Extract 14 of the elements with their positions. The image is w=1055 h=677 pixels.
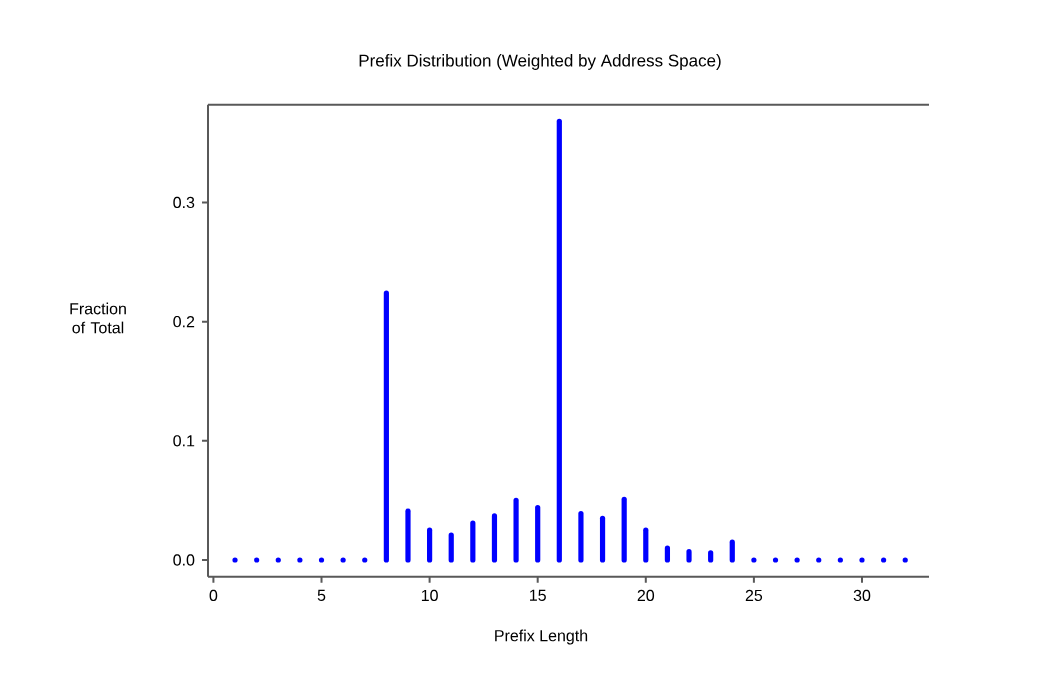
y-tick-label: 0.1 xyxy=(173,435,195,447)
x-tick-label: 20 xyxy=(637,589,655,602)
y-axis-title: Fraction of Total xyxy=(70,302,126,334)
y-tick-label: 0.2 xyxy=(173,315,195,328)
x-tick-label: 0 xyxy=(209,589,218,602)
x-tick-label: 30 xyxy=(853,589,871,602)
x-tick-label: 25 xyxy=(745,589,763,602)
y-tick-label: 0.3 xyxy=(173,196,195,209)
x-tick-label: 5 xyxy=(317,589,326,601)
x-tick-label: 15 xyxy=(530,589,546,601)
chart-title: Prefix Distribution (Weighted by Address Space) xyxy=(359,54,721,70)
y-tick-label: 0.0 xyxy=(173,554,195,566)
x-axis-title: Prefix Length xyxy=(495,629,588,645)
x-tick-label: 10 xyxy=(421,589,438,602)
